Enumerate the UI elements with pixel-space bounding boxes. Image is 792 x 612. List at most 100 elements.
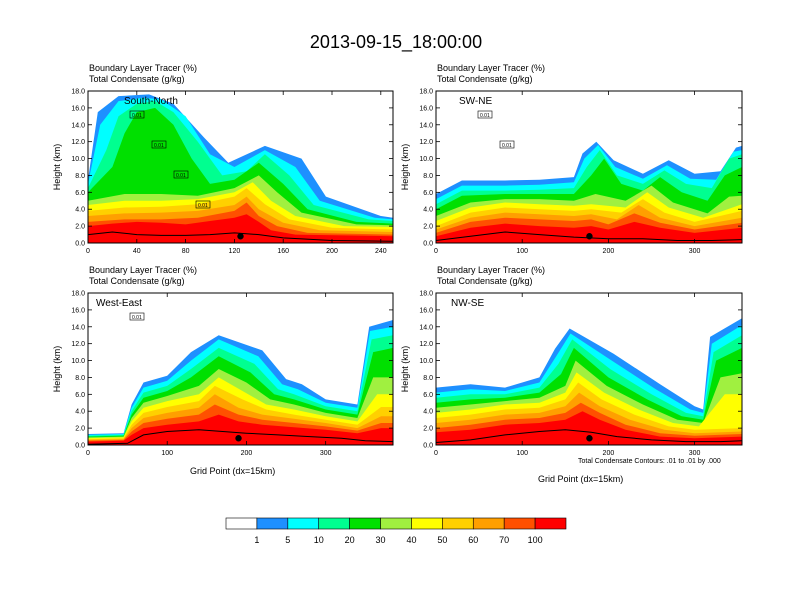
colorbar-swatch — [442, 517, 474, 530]
x-tick-label: 300 — [689, 248, 701, 255]
x-tick-label: 120 — [229, 248, 241, 255]
y-tick-label: 2.0 — [75, 426, 85, 433]
x-tick-label: 0 — [434, 450, 438, 457]
colorbar-label: 30 — [376, 535, 386, 545]
y-tick-label: 0.0 — [75, 241, 85, 248]
colorbar-swatch — [411, 517, 443, 530]
contour-label-box — [499, 140, 515, 149]
x-tick-label: 0 — [86, 248, 90, 255]
panel-4-title: Boundary Layer Tracer (%) Total Condensa… — [437, 265, 545, 287]
y-tick-label: 10.0 — [419, 156, 433, 163]
y-axis-label: Height (km) — [400, 144, 410, 191]
colorbar-swatch — [318, 517, 350, 530]
contour-label: 0.01 — [132, 315, 142, 321]
colorbar-swatch — [287, 517, 320, 530]
tracer-level-10 — [436, 221, 742, 243]
panel-1-title-line-2: Total Condensate (g/kg) — [89, 74, 185, 84]
contour-label-box — [129, 110, 145, 119]
contour-label-box — [173, 170, 189, 179]
y-tick-label: 10.0 — [419, 358, 433, 365]
colorbar-label: 100 — [528, 535, 543, 545]
contour-label: 0.01 — [154, 143, 164, 149]
colorbar-label: 70 — [499, 535, 509, 545]
x-tick-label: 200 — [603, 248, 615, 255]
y-tick-label: 6.0 — [75, 392, 85, 399]
x-tick-label: 0 — [86, 450, 90, 457]
x-tick-label: 80 — [182, 248, 190, 255]
panel-1-frame — [87, 90, 394, 244]
colorbar-swatch — [349, 517, 381, 530]
panel-2-title-line-2: Total Condensate (g/kg) — [437, 74, 533, 84]
y-tick-label: 14.0 — [71, 122, 85, 129]
y-tick-label: 14.0 — [419, 122, 433, 129]
panel-3-title-line-2: Total Condensate (g/kg) — [89, 276, 185, 286]
x-tick-label: 300 — [689, 450, 701, 457]
panel-1-title: Boundary Layer Tracer (%) Total Condensa… — [89, 63, 197, 85]
panel-4-frame — [435, 292, 743, 446]
contour-label: 0.01 — [176, 173, 186, 179]
panel-2: SW-NE 0.01 0.01 0.0 2.0 4.0 6.0 8.0 10.0 12.0 14.0… — [400, 89, 743, 255]
panel-2-name: SW-NE — [459, 96, 492, 107]
y-tick-label: 18.0 — [419, 291, 433, 298]
colorbar-swatch — [472, 517, 505, 530]
panel-2-title: Boundary Layer Tracer (%) Total Condensa… — [437, 63, 545, 85]
contour-label-box — [195, 200, 211, 209]
y-tick-label: 4.0 — [423, 409, 433, 416]
y-tick-label: 12.0 — [71, 139, 85, 146]
panel-4-name: NW-SE — [451, 298, 484, 309]
colorbar-label: 5 — [285, 535, 290, 545]
colorbar-label: 10 — [314, 535, 324, 545]
y-tick-label: 16.0 — [71, 105, 85, 112]
panel-3-title: Boundary Layer Tracer (%) Total Condensa… — [89, 265, 197, 287]
figure-title: 2013-09-15_18:00:00 — [309, 32, 483, 52]
panel-1-title-line-1: Boundary Layer Tracer (%) — [89, 63, 198, 73]
y-axis-label: Height (km) — [52, 144, 62, 191]
y-tick-label: 18.0 — [71, 89, 85, 96]
y-tick-label: 18.0 — [71, 291, 85, 298]
terrain-line — [88, 429, 393, 445]
tracer-level-10 — [436, 411, 742, 445]
location-marker — [237, 233, 244, 240]
colorbar-swatch — [380, 517, 412, 530]
y-tick-label: 12.0 — [419, 139, 433, 146]
y-tick-label: 4.0 — [75, 409, 85, 416]
panel-4-xlabel: Grid Point (dx=15km) — [538, 474, 624, 484]
panel-1-name: South-North — [124, 96, 178, 107]
x-tick-label: 100 — [161, 450, 173, 457]
x-tick-label: 0 — [434, 248, 438, 255]
terrain-line — [88, 231, 393, 242]
panel-2-title-line-1: Boundary Layer Tracer (%) — [437, 63, 546, 73]
y-tick-label: 6.0 — [423, 190, 433, 197]
panel-3: West-East 0.01 0.0 2.0 4.0 6.0 8.0 10.0 12.0 14.0… — [52, 291, 394, 457]
y-tick-label: 8.0 — [75, 375, 85, 382]
y-tick-label: 2.0 — [423, 224, 433, 231]
panel-1: South-North0.010.010.010.010.02.04.06.08… — [52, 89, 394, 255]
colorbar-swatch — [503, 517, 536, 530]
colorbar-swatch — [256, 517, 289, 530]
colorbar-swatch — [225, 517, 258, 530]
y-tick-label: 16.0 — [419, 105, 433, 112]
contour-label: 0.01 — [132, 113, 142, 119]
colorbar-swatch — [534, 517, 567, 530]
panel-3-frame — [87, 292, 394, 446]
colorbar-label: 60 — [468, 535, 478, 545]
panel-4-title-line-1: Boundary Layer Tracer (%) — [437, 265, 546, 275]
panel-3-name: West-East — [96, 298, 142, 309]
y-tick-label: 0.0 — [423, 241, 433, 248]
colorbar-label: 50 — [437, 535, 447, 545]
panel-1-field — [88, 94, 393, 243]
location-marker — [586, 435, 593, 442]
x-tick-label: 40 — [133, 248, 141, 255]
y-tick-label: 4.0 — [423, 207, 433, 214]
colorbar: 1 5 10 20 30 40 50 60 70 100 — [225, 517, 567, 545]
location-marker — [586, 233, 593, 240]
x-tick-label: 160 — [277, 248, 289, 255]
y-axis-label: Height (km) — [400, 346, 410, 393]
panel-3-field — [88, 320, 393, 445]
y-tick-label: 16.0 — [71, 307, 85, 314]
panel-2-field — [436, 141, 742, 243]
y-tick-label: 10.0 — [71, 358, 85, 365]
panel-4: NW-SE 0.0 2.0 4.0 6.0 8.0 10.0 12.0 14.0 16.0 18.0… — [400, 291, 743, 457]
